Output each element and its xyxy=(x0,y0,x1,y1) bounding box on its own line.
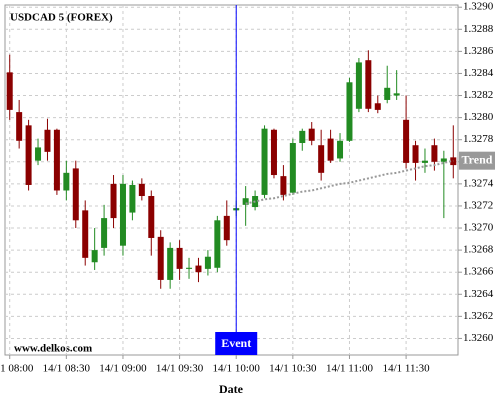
candle-body xyxy=(308,128,315,141)
candle-body xyxy=(374,103,381,110)
candle-body xyxy=(35,147,42,161)
y-tick-label: 1.3266 xyxy=(463,266,494,278)
y-tick-label: 1.3272 xyxy=(463,199,493,211)
candle-body xyxy=(261,128,268,195)
candle-body xyxy=(110,183,117,219)
y-tick-label: 1.3278 xyxy=(463,133,494,145)
y-tick-label: 1.3282 xyxy=(463,89,493,101)
candle-body xyxy=(242,198,249,205)
candle-body xyxy=(44,129,51,152)
y-tick-label: 1.3264 xyxy=(463,288,494,300)
y-tick-label: 1.3274 xyxy=(463,177,494,189)
x-axis-label: Date xyxy=(219,382,244,396)
candle-body xyxy=(167,247,174,280)
candle-body xyxy=(270,129,277,176)
plot-frame xyxy=(4,4,459,356)
candle-body xyxy=(101,218,108,248)
trend-line xyxy=(245,159,454,205)
candle-body xyxy=(337,140,344,159)
candle-body xyxy=(186,267,193,269)
candle-body xyxy=(327,138,334,161)
y-tick-label: 1.3268 xyxy=(463,244,494,256)
trend-label: Trend xyxy=(462,152,493,166)
candle-body xyxy=(157,236,164,280)
y-tick-label: 1.3270 xyxy=(463,222,494,234)
candle-body xyxy=(223,215,230,241)
candle-body xyxy=(148,196,155,238)
x-tick-label: 14/1 08:00 xyxy=(0,363,34,375)
candle-body xyxy=(63,172,70,191)
x-tick-label: 14/1 11:30 xyxy=(383,363,430,375)
candle-body xyxy=(421,160,428,163)
candle-body xyxy=(299,130,306,144)
candle-body xyxy=(440,158,447,162)
candle-body xyxy=(289,143,296,193)
candle-body xyxy=(412,145,419,163)
candle-body xyxy=(6,72,13,110)
candle-body xyxy=(25,125,32,185)
candle-body xyxy=(431,145,438,162)
candle-body xyxy=(72,168,79,221)
y-tick-label: 1.3290 xyxy=(463,1,494,13)
candle-body xyxy=(129,184,136,213)
candle-body xyxy=(204,256,211,269)
candle-body xyxy=(393,93,400,96)
candle-body xyxy=(403,119,410,163)
trend-label-box xyxy=(459,151,495,170)
candle-body xyxy=(53,129,60,191)
candle-body xyxy=(195,265,202,273)
candle-body xyxy=(346,82,353,141)
candle-body xyxy=(214,220,221,268)
y-tick-label: 1.3260 xyxy=(463,332,494,344)
candle-body xyxy=(16,112,23,141)
candle-body xyxy=(91,250,98,263)
candle-body xyxy=(119,183,126,246)
x-tick-label: 14/1 09:00 xyxy=(99,363,147,375)
candle-body xyxy=(384,87,391,100)
y-tick-label: 1.3280 xyxy=(463,111,494,123)
x-tick-label: 14/1 10:00 xyxy=(213,363,261,375)
x-tick-label: 14/1 10:30 xyxy=(269,363,317,375)
x-tick-label: 14/1 11:00 xyxy=(326,363,373,375)
candle-body xyxy=(355,62,362,109)
x-tick-label: 14/1 08:30 xyxy=(43,363,91,375)
x-tick-label: 14/1 09:30 xyxy=(156,363,204,375)
candle-body xyxy=(138,183,145,197)
y-tick-label: 1.3286 xyxy=(463,45,494,57)
event-label: Event xyxy=(221,336,251,350)
y-tick-label: 1.3262 xyxy=(463,310,493,322)
y-tick-label: 1.3284 xyxy=(463,67,494,79)
event-label-box xyxy=(215,332,258,355)
watermark: www.delkos.com xyxy=(14,343,92,355)
chart-title: USDCAD 5 (FOREX) xyxy=(10,12,113,24)
candle-body xyxy=(365,60,372,109)
y-tick-label: 1.3288 xyxy=(463,23,494,35)
candle-body xyxy=(82,210,89,258)
candle-body xyxy=(176,247,183,269)
candle-body xyxy=(318,145,325,173)
candle-body xyxy=(280,176,287,195)
